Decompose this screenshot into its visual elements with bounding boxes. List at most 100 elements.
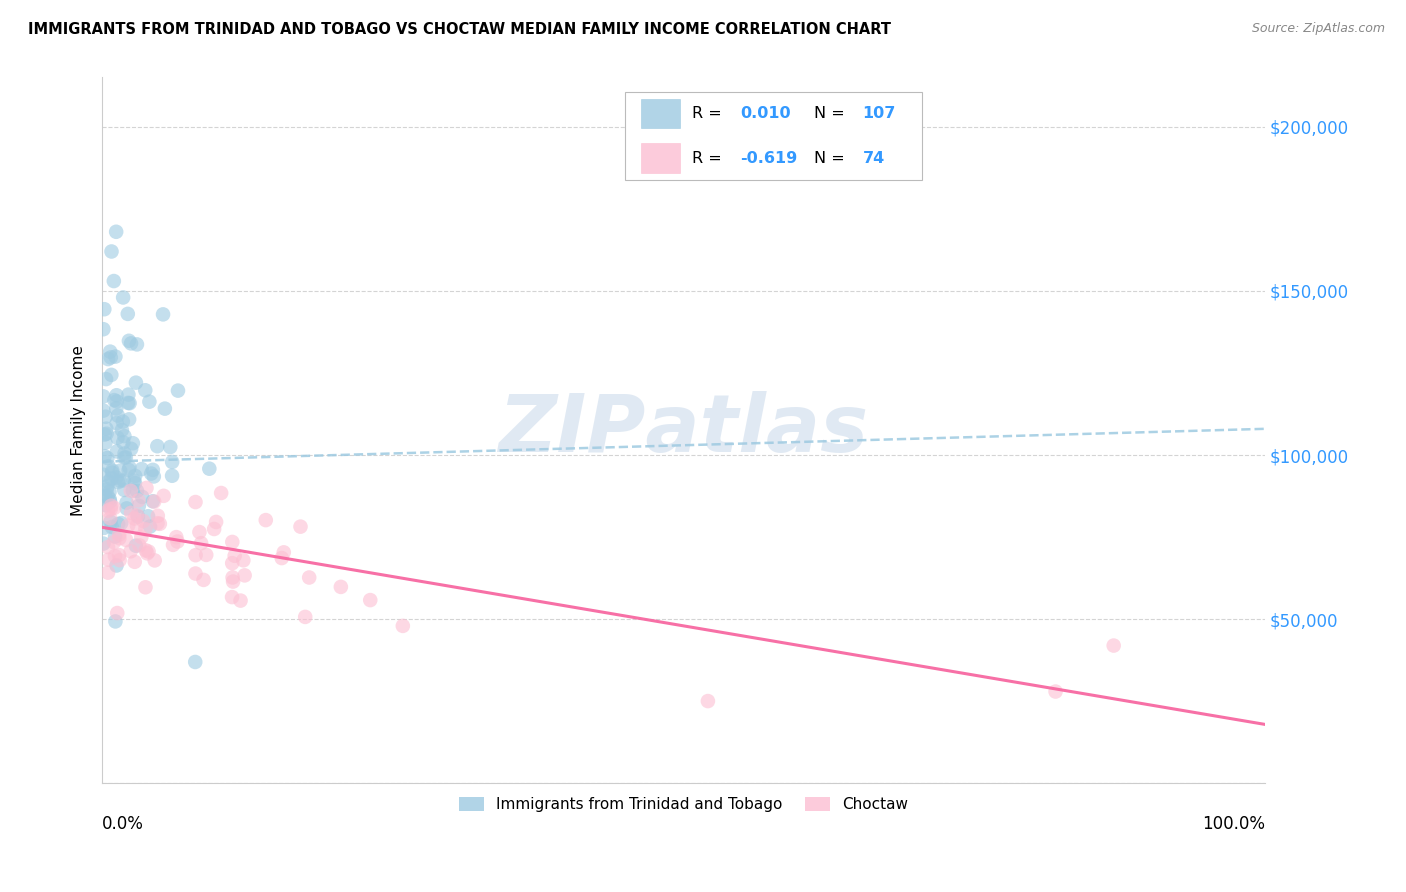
Point [97, 504, 120, 518]
Point [93, 389, 115, 403]
Point [138, 544, 160, 558]
Point [105, 388, 128, 402]
Point [105, 401, 128, 416]
Text: 74: 74 [862, 151, 884, 166]
Point [97, 459, 120, 474]
Point [97, 489, 120, 503]
Point [115, 501, 138, 516]
Point [105, 444, 128, 458]
Point [136, 509, 159, 524]
Point [98, 494, 121, 508]
Point [121, 483, 143, 498]
Point [93, 322, 115, 336]
Text: N =: N = [814, 106, 849, 120]
Point [143, 494, 166, 508]
Point [198, 461, 221, 475]
Point [105, 394, 128, 409]
Point [93, 427, 115, 442]
Point [125, 518, 148, 533]
Point [134, 384, 156, 398]
Point [131, 490, 153, 504]
Point [103, 393, 125, 408]
Point [101, 520, 124, 534]
Point [209, 486, 232, 500]
FancyBboxPatch shape [626, 92, 922, 180]
Text: R =: R = [692, 106, 727, 120]
Point [270, 551, 292, 566]
Text: R =: R = [692, 151, 727, 166]
Point [131, 530, 153, 544]
Text: 0.0%: 0.0% [103, 815, 143, 833]
Point [100, 351, 122, 365]
Point [131, 462, 153, 476]
Point [188, 524, 211, 539]
Point [108, 531, 131, 545]
Point [124, 476, 146, 491]
Point [229, 593, 252, 607]
Text: 107: 107 [862, 106, 896, 120]
Point [98, 491, 121, 506]
Point [97, 352, 120, 367]
Point [112, 429, 135, 443]
Point [152, 307, 174, 321]
Point [696, 694, 718, 708]
Point [329, 580, 352, 594]
Point [105, 416, 128, 430]
Point [202, 522, 225, 536]
Point [117, 307, 139, 321]
Point [117, 387, 139, 401]
Point [138, 394, 160, 409]
Point [193, 573, 215, 587]
FancyBboxPatch shape [641, 98, 681, 128]
Point [167, 384, 190, 398]
Point [132, 514, 155, 528]
Point [120, 483, 142, 498]
Point [359, 593, 381, 607]
Point [165, 530, 187, 544]
Point [117, 396, 139, 410]
Point [142, 463, 165, 477]
Point [93, 521, 115, 535]
Point [143, 553, 166, 567]
Point [100, 502, 122, 516]
Text: N =: N = [814, 151, 849, 166]
Point [298, 570, 321, 584]
Point [205, 515, 228, 529]
Point [146, 508, 169, 523]
Point [108, 553, 131, 567]
Point [149, 516, 172, 531]
Point [124, 468, 146, 483]
Point [122, 474, 145, 488]
Point [111, 415, 134, 429]
Point [101, 466, 124, 480]
Point [160, 468, 183, 483]
Point [111, 423, 134, 437]
Point [101, 464, 124, 478]
Text: ZIP​atlas: ZIP​atlas [499, 392, 869, 469]
Point [112, 483, 135, 497]
Point [100, 471, 122, 485]
Point [160, 455, 183, 469]
Point [97, 540, 120, 554]
Text: Source: ZipAtlas.com: Source: ZipAtlas.com [1251, 22, 1385, 36]
Point [94, 489, 117, 503]
Point [125, 376, 148, 390]
Point [94, 409, 117, 424]
Point [120, 336, 142, 351]
Text: 0.010: 0.010 [741, 106, 792, 120]
Point [118, 460, 141, 475]
Point [221, 590, 243, 604]
Point [98, 485, 121, 500]
Point [96, 450, 118, 465]
Point [195, 548, 218, 562]
Point [127, 508, 149, 523]
Point [96, 422, 118, 436]
Point [104, 615, 127, 629]
Point [114, 446, 136, 460]
Point [110, 516, 132, 530]
Point [108, 548, 131, 562]
Point [159, 440, 181, 454]
Point [166, 534, 188, 549]
Point [1102, 639, 1125, 653]
Point [124, 555, 146, 569]
